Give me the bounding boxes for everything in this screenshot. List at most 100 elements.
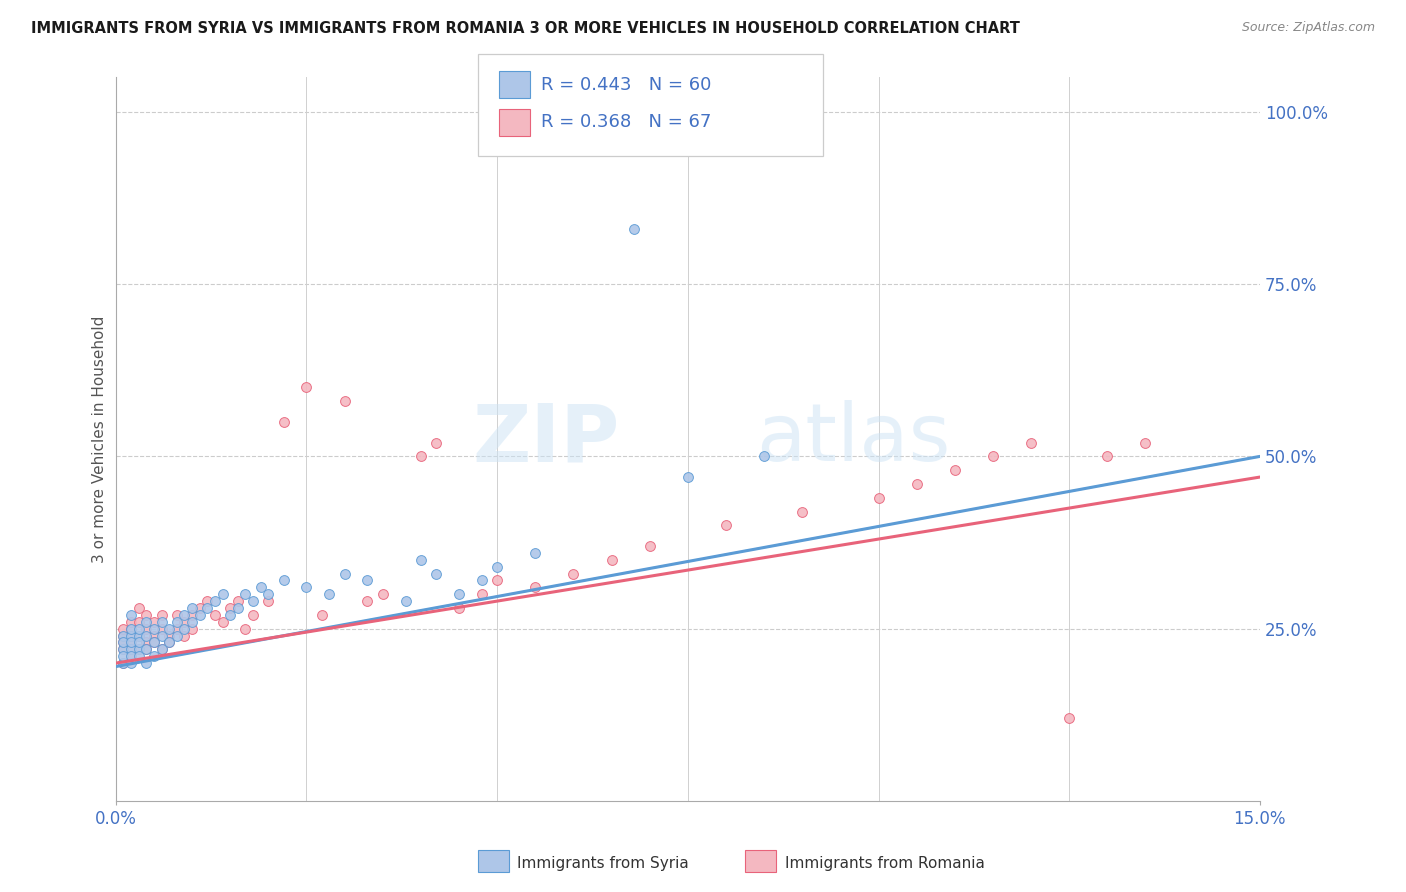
Point (135, 615, 157, 629)
Point (128, 601, 150, 615)
Point (242, 594, 264, 608)
Point (471, 574, 494, 588)
Point (409, 553, 432, 567)
Point (150, 642, 173, 657)
Point (211, 615, 233, 629)
Point (120, 649, 142, 664)
Point (128, 649, 150, 664)
Point (120, 615, 142, 629)
Point (120, 649, 142, 664)
Point (181, 607, 204, 622)
Point (173, 615, 195, 629)
Point (752, 450, 775, 464)
Point (905, 477, 928, 491)
Point (638, 539, 661, 553)
Text: R = 0.368   N = 67: R = 0.368 N = 67 (541, 113, 711, 131)
Point (142, 635, 165, 649)
Point (1097, 450, 1119, 464)
Text: Immigrants from Syria: Immigrants from Syria (517, 856, 689, 871)
Point (311, 607, 333, 622)
Text: Immigrants from Romania: Immigrants from Romania (785, 856, 984, 871)
Point (142, 615, 165, 629)
Point (257, 587, 280, 601)
Point (142, 628, 165, 642)
Point (166, 622, 188, 636)
Point (425, 435, 447, 450)
Point (409, 450, 432, 464)
Point (273, 574, 295, 588)
Point (868, 491, 890, 505)
Point (181, 601, 204, 615)
Point (135, 607, 157, 622)
Point (142, 622, 165, 636)
Point (128, 635, 150, 649)
Text: IMMIGRANTS FROM SYRIA VS IMMIGRANTS FROM ROMANIA 3 OR MORE VEHICLES IN HOUSEHOLD: IMMIGRANTS FROM SYRIA VS IMMIGRANTS FROM… (31, 21, 1019, 36)
Point (181, 615, 204, 629)
Point (486, 574, 509, 588)
Point (356, 594, 378, 608)
Point (157, 622, 180, 636)
Point (295, 580, 318, 594)
Point (150, 642, 173, 657)
Point (676, 470, 699, 484)
Point (112, 622, 135, 636)
Point (188, 607, 211, 622)
Point (120, 656, 142, 670)
Text: atlas: atlas (756, 401, 950, 478)
Point (120, 622, 142, 636)
Point (142, 649, 165, 664)
Point (142, 635, 165, 649)
Point (128, 642, 150, 657)
Point (600, 553, 623, 567)
Point (112, 635, 135, 649)
Point (981, 450, 1004, 464)
Point (112, 656, 135, 670)
Point (235, 587, 257, 601)
Point (166, 628, 188, 642)
Text: R = 0.443   N = 60: R = 0.443 N = 60 (541, 76, 711, 94)
Point (135, 642, 157, 657)
Point (120, 642, 142, 657)
Point (395, 594, 418, 608)
Text: ZIP: ZIP (472, 401, 619, 478)
Point (1057, 711, 1080, 725)
Point (166, 607, 188, 622)
Point (195, 601, 218, 615)
Point (128, 615, 150, 629)
Point (471, 587, 494, 601)
Point (112, 635, 135, 649)
Point (128, 642, 150, 657)
Text: Source: ZipAtlas.com: Source: ZipAtlas.com (1241, 21, 1375, 34)
Point (333, 566, 356, 581)
Point (135, 656, 157, 670)
Point (242, 607, 264, 622)
Point (120, 635, 142, 649)
Point (112, 642, 135, 657)
Point (524, 580, 547, 594)
Point (195, 594, 218, 608)
Point (219, 601, 242, 615)
Point (943, 463, 966, 477)
Point (356, 574, 378, 588)
Point (112, 642, 135, 657)
Point (120, 628, 142, 642)
Point (562, 566, 585, 581)
Point (150, 607, 173, 622)
Point (135, 628, 157, 642)
Point (173, 628, 195, 642)
Point (447, 587, 470, 601)
Point (128, 628, 150, 642)
Point (173, 607, 195, 622)
Point (226, 601, 249, 615)
Point (120, 635, 142, 649)
Point (295, 380, 318, 394)
Point (120, 622, 142, 636)
Point (128, 622, 150, 636)
Point (173, 622, 195, 636)
Point (112, 628, 135, 642)
Point (150, 622, 173, 636)
Y-axis label: 3 or more Vehicles in Household: 3 or more Vehicles in Household (93, 316, 107, 563)
Point (135, 635, 157, 649)
Point (219, 607, 242, 622)
Point (150, 628, 173, 642)
